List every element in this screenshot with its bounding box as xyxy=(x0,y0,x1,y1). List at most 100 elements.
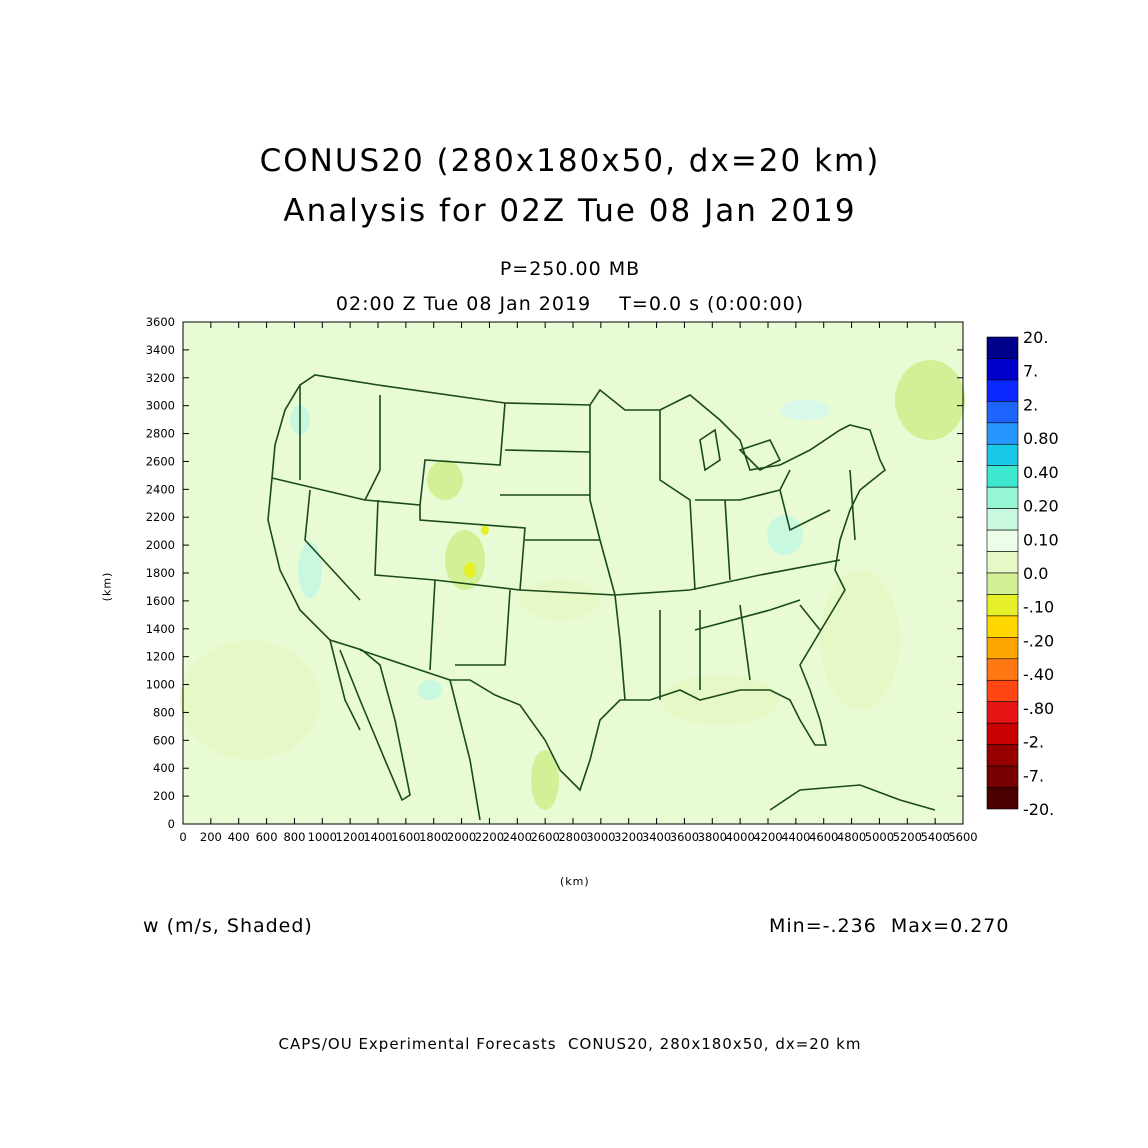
y-tick-label: 1000 xyxy=(146,678,175,692)
colorbar-label: -.40 xyxy=(1023,665,1054,684)
x-tick-label: 1000 xyxy=(308,830,337,844)
y-tick-label: 1600 xyxy=(146,594,175,608)
colorbar-label: 20. xyxy=(1023,328,1048,347)
y-tick-label: 3000 xyxy=(146,399,175,413)
x-tick-label: 2800 xyxy=(558,830,587,844)
colorbar-label: 7. xyxy=(1023,362,1038,381)
colorbar-swatch xyxy=(986,358,1019,381)
y-tick-label: 200 xyxy=(153,789,175,803)
colorbar-label: 0.0 xyxy=(1023,564,1048,583)
colorbar-swatch xyxy=(986,529,1019,552)
x-tick-label: 3400 xyxy=(642,830,671,844)
x-tick-label: 4000 xyxy=(726,830,755,844)
colorbar-label: -7. xyxy=(1023,766,1044,785)
x-tick-labels: 0 200 400 600 800 100012001400160018002000220… xyxy=(179,830,977,844)
colorbar-swatch xyxy=(986,658,1019,681)
state-boundaries xyxy=(267,374,936,821)
colorbar-swatch xyxy=(986,508,1019,531)
x-tick-label: 200 xyxy=(200,830,222,844)
y-tick-label: 600 xyxy=(153,733,175,747)
x-tick-label: 3200 xyxy=(614,830,643,844)
axis-ticks xyxy=(182,321,964,825)
colorbar-label: -.80 xyxy=(1023,699,1054,718)
colorbar-swatch xyxy=(986,486,1019,509)
y-tick-label: 1400 xyxy=(146,622,175,636)
colorbar-label: -2. xyxy=(1023,733,1044,752)
x-tick-label: 800 xyxy=(283,830,305,844)
colorbar-swatch xyxy=(986,379,1019,402)
y-tick-labels: 0 200 400 600 800 1000 1200 1400 1600 1800 2000 220… xyxy=(146,315,175,831)
x-tick-label: 2600 xyxy=(531,830,560,844)
y-axis-label: (km) xyxy=(100,571,114,602)
colorbar-swatch xyxy=(986,551,1019,574)
valid-time: 02:00 Z Tue 08 Jan 2019 T=0.0 s (0:00:00… xyxy=(335,293,805,315)
colorbar-label: 0.40 xyxy=(1023,463,1059,482)
x-tick-label: 1800 xyxy=(419,830,448,844)
footer-credit: CAPS/OU Experimental Forecasts CONUS20, … xyxy=(278,1035,862,1053)
colorbar-label: 0.80 xyxy=(1023,429,1059,448)
y-tick-label: 3600 xyxy=(146,315,175,329)
colorbar-swatch xyxy=(986,765,1019,788)
x-tick-label: 2200 xyxy=(475,830,504,844)
colorbar-swatch xyxy=(986,722,1019,745)
x-tick-label: 600 xyxy=(256,830,278,844)
colorbar xyxy=(986,336,1019,810)
x-tick-label: 4600 xyxy=(809,830,838,844)
x-tick-label: 3800 xyxy=(698,830,727,844)
colorbar-labels: 20. 7. 2. 0.80 0.40 0.20 0.10 0.0 -.10 -.20 -.40 -.… xyxy=(1023,328,1059,819)
colorbar-swatch xyxy=(986,401,1019,424)
map-title: CONUS20 (280x180x50, dx=20 km) xyxy=(259,143,881,179)
colorbar-label: 2. xyxy=(1023,395,1038,414)
colorbar-swatch xyxy=(986,701,1019,724)
variable-label: w (m/s, Shaded) xyxy=(143,915,313,937)
colorbar-label: 0.10 xyxy=(1023,530,1059,549)
y-tick-label: 400 xyxy=(153,761,175,775)
plot-frame xyxy=(182,321,964,825)
min-max-label: Min=-.236 Max=0.270 xyxy=(769,915,1010,937)
y-tick-label: 2400 xyxy=(146,482,175,496)
x-tick-label: 3000 xyxy=(586,830,615,844)
colorbar-swatch xyxy=(986,465,1019,488)
x-tick-label: 4200 xyxy=(753,830,782,844)
y-tick-label: 2200 xyxy=(146,510,175,524)
y-tick-label: 1200 xyxy=(146,650,175,664)
colorbar-swatch xyxy=(986,336,1019,359)
x-axis-label: (km) xyxy=(560,875,590,888)
colorbar-swatch xyxy=(986,615,1019,638)
colorbar-swatch xyxy=(986,637,1019,660)
y-tick-label: 2000 xyxy=(146,538,175,552)
colorbar-swatch xyxy=(986,422,1019,445)
x-tick-label: 5000 xyxy=(865,830,894,844)
x-tick-label: 4800 xyxy=(837,830,866,844)
y-tick-label: 0 xyxy=(168,817,175,831)
x-tick-label: 1600 xyxy=(391,830,420,844)
analysis-time-title: Analysis for 02Z Tue 08 Jan 2019 xyxy=(283,193,857,229)
y-tick-label: 1800 xyxy=(146,566,175,580)
x-tick-label: 1200 xyxy=(336,830,365,844)
colorbar-label: -20. xyxy=(1023,800,1054,819)
x-tick-label: 5600 xyxy=(948,830,977,844)
y-tick-label: 2800 xyxy=(146,427,175,441)
x-tick-label: 2000 xyxy=(447,830,476,844)
y-tick-label: 3400 xyxy=(146,343,175,357)
x-tick-label: 400 xyxy=(228,830,250,844)
y-tick-label: 800 xyxy=(153,705,175,719)
x-tick-label: 5400 xyxy=(921,830,950,844)
y-tick-label: 3200 xyxy=(146,371,175,385)
pressure-level: P=250.00 MB xyxy=(499,258,641,280)
colorbar-label: 0.20 xyxy=(1023,497,1059,516)
colorbar-label: -.20 xyxy=(1023,631,1054,650)
colorbar-label: -.10 xyxy=(1023,598,1054,617)
colorbar-swatch xyxy=(986,679,1019,703)
x-tick-label: 4400 xyxy=(781,830,810,844)
colorbar-swatch xyxy=(986,572,1019,595)
x-tick-label: 0 xyxy=(179,830,186,844)
w-shading xyxy=(180,360,965,810)
x-tick-label: 5200 xyxy=(893,830,922,844)
x-tick-label: 1400 xyxy=(363,830,392,844)
colorbar-swatch xyxy=(986,744,1019,767)
colorbar-swatch xyxy=(986,443,1019,467)
x-tick-label: 2400 xyxy=(503,830,532,844)
y-tick-label: 2600 xyxy=(146,454,175,468)
